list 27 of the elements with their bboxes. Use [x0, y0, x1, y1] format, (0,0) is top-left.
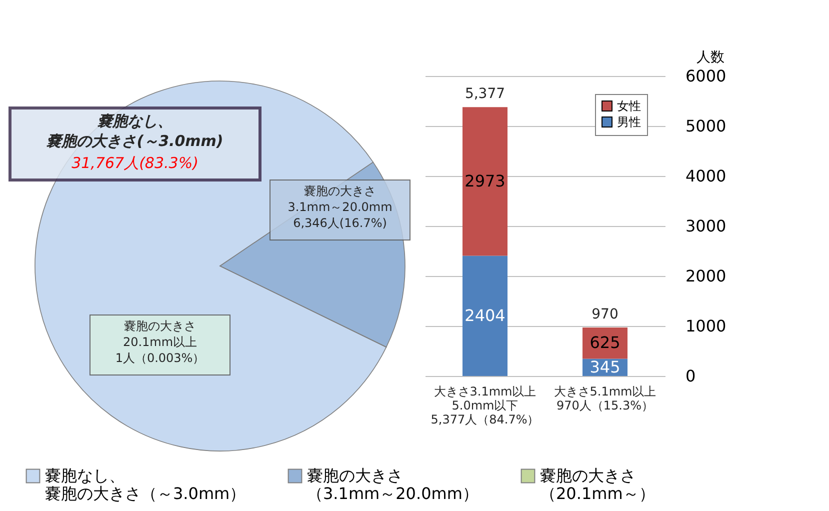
y-tick-label: 5000	[686, 116, 726, 136]
data-label: 345	[590, 357, 620, 376]
y-tick-label: 0	[686, 366, 696, 386]
text: 嚢胞の大きさ 20.1mm以上 1人（0.003%）	[115, 319, 205, 365]
text: 嚢胞なし、嚢胞の大きさ(～3.0mm)	[46, 112, 224, 150]
data-label: 2404	[464, 306, 506, 325]
y-axis-title: 人数	[696, 50, 724, 66]
bar	[462, 107, 508, 256]
legend-label: 嚢胞なし、嚢胞の大きさ（～3.0mm）	[45, 466, 246, 503]
y-tick-label: 6000	[686, 66, 726, 86]
total-label: 5,377	[464, 86, 506, 102]
x-tick-label: 大きさ5.1mm以上 970人（15.3%）	[554, 384, 656, 412]
legend-label: 女性	[617, 99, 641, 113]
y-tick-label: 1000	[686, 316, 726, 336]
text: 嚢胞の大きさ 3.1mm～20.0mm 6,346人(16.7%)	[288, 184, 392, 230]
bar	[462, 256, 508, 376]
legend-label: 嚢胞の大きさ（20.1mm～）	[540, 466, 655, 503]
legend-label: 嚢胞の大きさ（3.1mm～20.0mm）	[307, 466, 478, 503]
data-label: 625	[590, 333, 620, 352]
y-tick-label: 3000	[686, 216, 726, 236]
y-tick-label: 4000	[686, 166, 726, 186]
data-label: 2973	[464, 171, 506, 190]
legend-label: 男性	[617, 115, 641, 129]
x-tick-label: 大きさ3.1mm以上 5.0mm以下 5,377人（84.7%）	[430, 384, 540, 426]
y-tick-label: 2000	[686, 266, 726, 286]
total-label: 970	[592, 306, 618, 322]
text: 31,767人(83.3%)	[72, 154, 198, 172]
